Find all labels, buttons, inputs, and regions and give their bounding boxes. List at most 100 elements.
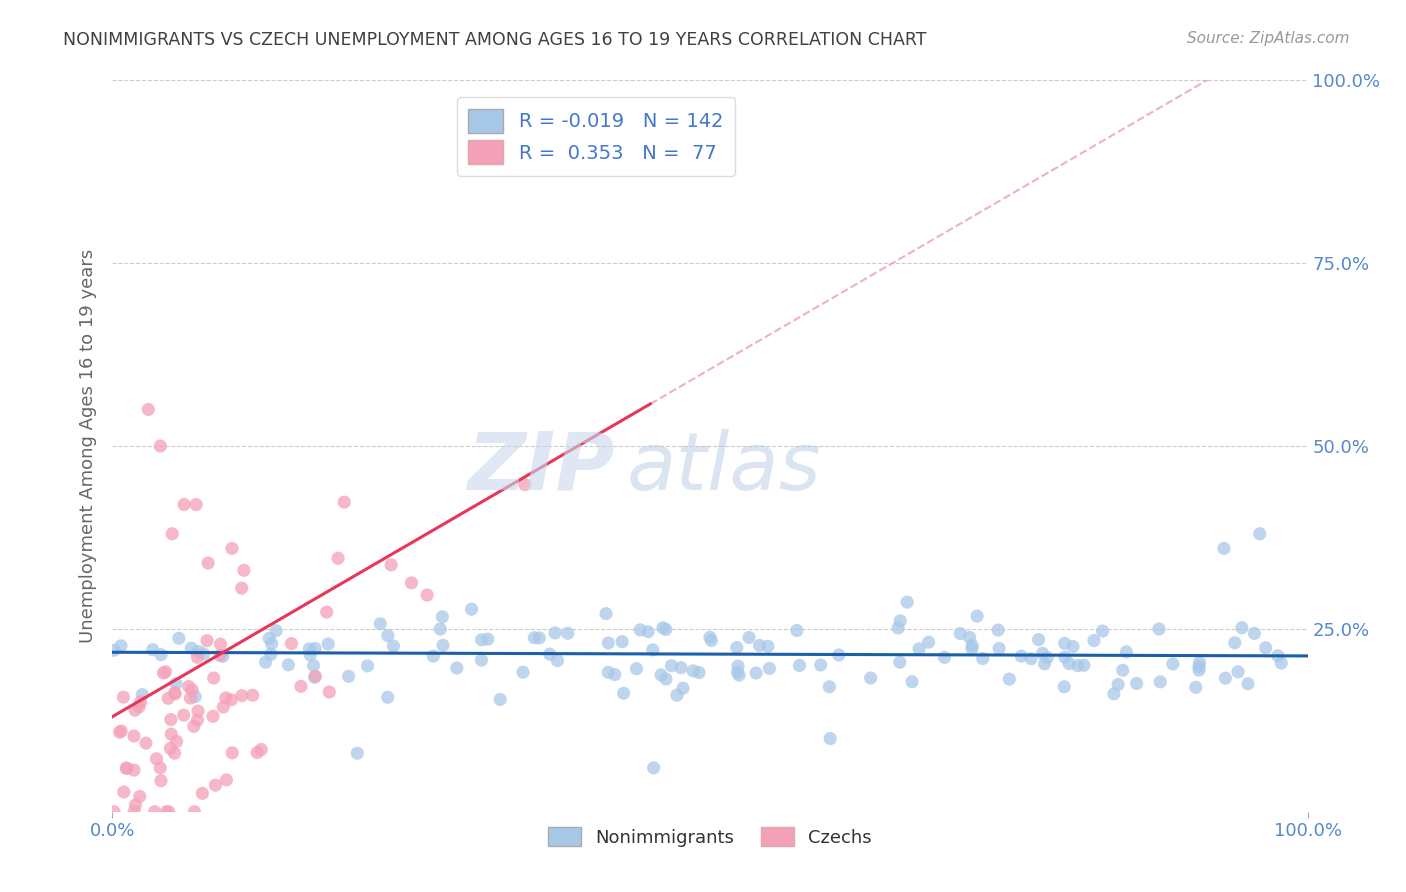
Point [155,665,177,679]
Point [326,551,349,566]
Point [471,632,494,647]
Point [246,746,269,760]
Point [401,575,423,590]
Point [231,689,253,703]
Point [202,671,225,685]
Point [901,674,924,689]
Point [103,643,125,657]
Point [959,631,981,645]
Point [1184,681,1206,695]
Point [1067,658,1090,673]
Point [173,708,195,723]
Point [655,623,678,637]
Point [165,687,187,701]
Point [209,637,232,651]
Point [908,641,931,656]
Point [672,681,695,695]
Point [304,641,326,656]
Point [221,746,243,760]
Point [212,700,235,714]
Point [557,626,579,640]
Point [896,595,918,609]
Point [304,669,326,683]
Point [1053,680,1076,694]
Point [529,631,551,645]
Point [477,632,499,647]
Point [150,773,173,788]
Text: ZIP: ZIP [467,429,614,507]
Point [209,648,232,663]
Point [142,642,165,657]
Point [655,672,678,686]
Point [163,746,186,760]
Point [889,655,911,669]
Point [610,634,633,648]
Point [108,725,131,739]
Point [727,659,749,673]
Point [221,541,243,556]
Point [299,648,322,662]
Point [1115,645,1137,659]
Y-axis label: Unemployment Among Ages 16 to 19 years: Unemployment Among Ages 16 to 19 years [79,249,97,643]
Point [186,498,208,512]
Point [160,727,183,741]
Point [728,668,751,682]
Text: NONIMMIGRANTS VS CZECH UNEMPLOYMENT AMONG AGES 16 TO 19 YEARS CORRELATION CHART: NONIMMIGRANTS VS CZECH UNEMPLOYMENT AMON… [63,31,927,49]
Point [115,761,138,775]
Point [166,734,188,748]
Point [1223,636,1246,650]
Point [1010,649,1032,664]
Point [661,658,683,673]
Point [1107,677,1129,691]
Point [513,477,536,491]
Point [637,624,659,639]
Point [184,690,207,704]
Point [233,563,256,577]
Point [377,629,399,643]
Point [1243,626,1265,640]
Point [756,640,779,654]
Point [949,626,972,640]
Point [595,607,617,621]
Point [1073,658,1095,673]
Point [159,741,181,756]
Point [1083,633,1105,648]
Point [112,690,135,705]
Point [152,666,174,681]
Point [193,647,215,661]
Point [290,679,312,693]
Point [538,647,561,661]
Point [1249,526,1271,541]
Point [1036,650,1059,665]
Point [145,752,167,766]
Point [1062,640,1084,654]
Point [934,650,956,665]
Point [1033,657,1056,671]
Point [337,669,360,683]
Point [177,680,200,694]
Point [1053,636,1076,650]
Point [122,729,145,743]
Point [150,648,173,662]
Point [197,556,219,570]
Point [1230,621,1253,635]
Point [960,641,983,656]
Point [1028,632,1050,647]
Point [889,614,911,628]
Point [316,637,339,651]
Point [187,704,209,718]
Point [512,665,534,680]
Point [665,688,688,702]
Point [598,665,620,680]
Point [446,661,468,675]
Point [789,658,811,673]
Point [195,633,218,648]
Point [162,526,183,541]
Point [1112,663,1135,677]
Point [1188,663,1211,677]
Point [129,695,152,709]
Point [254,655,277,669]
Point [641,643,664,657]
Point [748,639,770,653]
Point [333,495,356,509]
